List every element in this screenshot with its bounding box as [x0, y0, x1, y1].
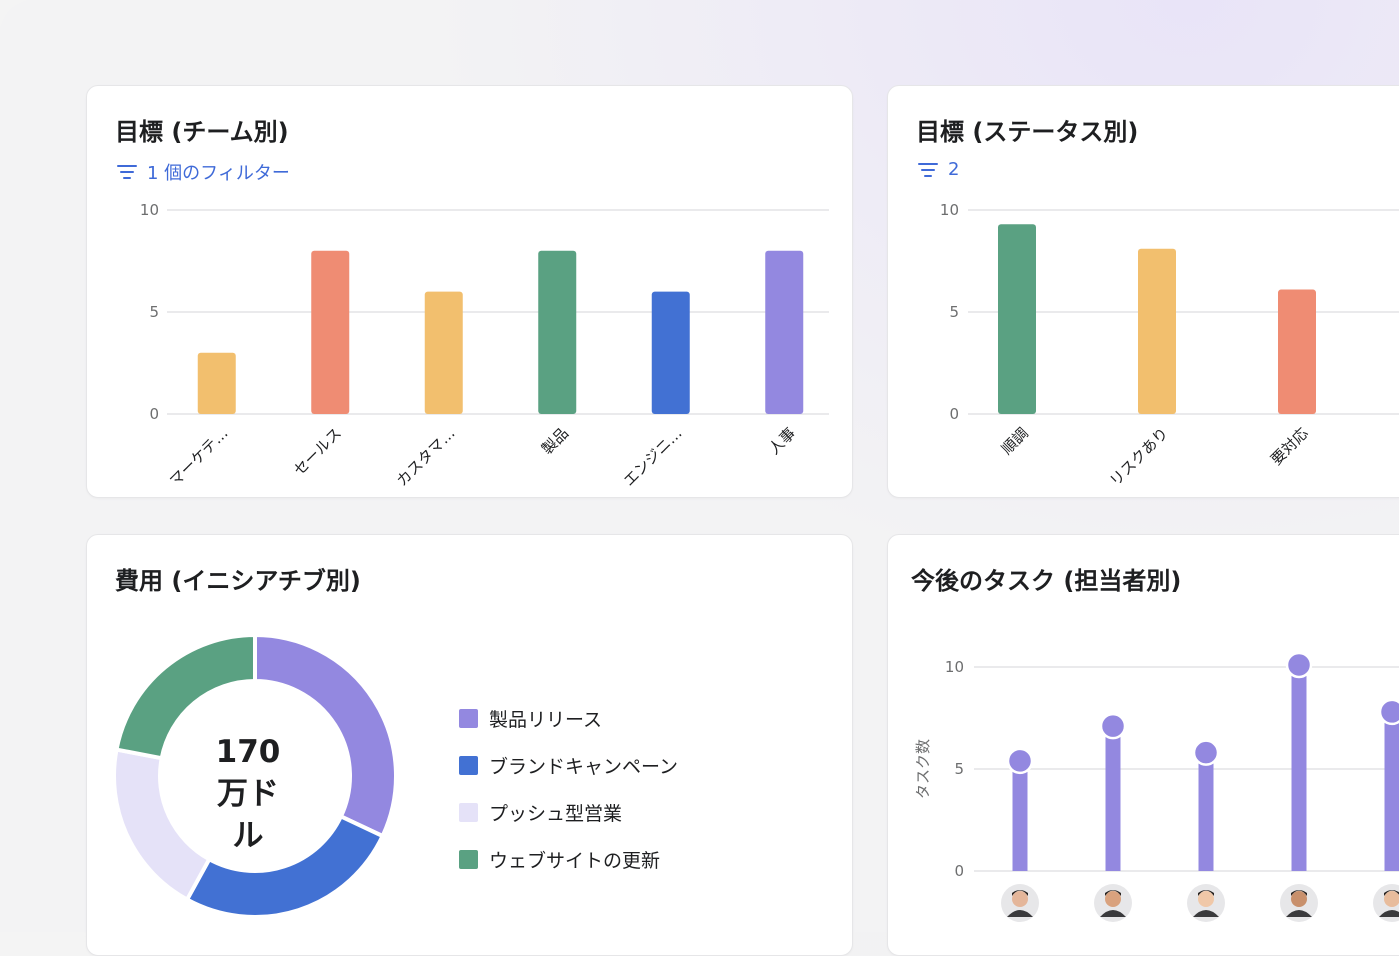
- bar: [311, 251, 349, 414]
- donut-center-value: 170: [203, 731, 293, 773]
- donut-center-label: 170 万ドル: [203, 731, 293, 857]
- y-tick-label: 5: [954, 760, 964, 778]
- avatar: [1094, 884, 1132, 922]
- y-tick-label: 0: [954, 862, 964, 880]
- bar: [198, 353, 236, 414]
- x-tick-label: カスタマ…: [393, 424, 459, 490]
- donut-center-unit: 万ドル: [203, 773, 293, 857]
- y-tick-label: 0: [949, 405, 959, 423]
- legend-item: 製品リリース: [459, 695, 678, 742]
- y-axis-label: タスク数: [914, 739, 932, 799]
- bar: [425, 292, 463, 414]
- donut-slice: [114, 750, 209, 900]
- donut-legend: 製品リリースブランドキャンペーンプッシュ型営業ウェブサイトの更新: [459, 695, 678, 883]
- legend-swatch: [459, 803, 478, 822]
- avatar: [1280, 884, 1318, 922]
- bar: [1385, 712, 1399, 871]
- card-title: 費用 (イニシアチブ別): [115, 561, 361, 596]
- bar: [765, 251, 803, 414]
- bar: [1292, 665, 1307, 871]
- bar: [538, 251, 576, 414]
- bar-end-dot: [1194, 741, 1218, 765]
- bar-end-dot: [1380, 700, 1399, 724]
- avatar: [1373, 884, 1399, 922]
- x-tick-label: マーケテ…: [166, 424, 232, 490]
- legend-swatch: [459, 756, 478, 775]
- x-tick-label: 製品: [538, 424, 572, 458]
- legend-swatch: [459, 850, 478, 869]
- bar: [1138, 249, 1176, 414]
- legend-item: ブランドキャンペーン: [459, 742, 678, 789]
- x-tick-label: セールス: [290, 424, 345, 479]
- y-tick-label: 10: [940, 201, 959, 219]
- legend-item: プッシュ型営業: [459, 789, 678, 836]
- bar: [652, 292, 690, 414]
- legend-label: ブランドキャンペーン: [489, 752, 678, 779]
- bar: [1013, 761, 1028, 871]
- bar: [1278, 290, 1316, 414]
- bar-end-dot: [1008, 749, 1032, 773]
- bar-end-dot: [1287, 653, 1311, 677]
- bar: [1106, 726, 1121, 871]
- avatar: [1187, 884, 1225, 922]
- cost-by-initiative-card: 費用 (イニシアチブ別) 170 万ドル 製品リリースブランドキャンペーンプッシ…: [86, 534, 853, 956]
- avatar: [1001, 884, 1039, 922]
- bar: [998, 224, 1036, 414]
- y-tick-label: 0: [149, 405, 159, 423]
- goals-by-team-chart: 0 5 10 マーケテ… セールスカスタマ… 製品 エンジニ… 人事: [87, 86, 852, 497]
- bar-end-dot: [1101, 714, 1125, 738]
- legend-label: ウェブサイトの更新: [489, 846, 660, 873]
- avatar-face: [1198, 891, 1214, 907]
- goals-by-status-chart: 0 5 10 順調 リスクあり 要対応: [888, 86, 1399, 497]
- y-tick-label: 10: [140, 201, 159, 219]
- tasks-by-assignee-chart: 0 5 10 タスク数: [888, 535, 1399, 955]
- bar: [1199, 753, 1214, 871]
- y-tick-label: 5: [949, 303, 959, 321]
- y-tick-label: 5: [149, 303, 159, 321]
- legend-item: ウェブサイトの更新: [459, 836, 678, 883]
- x-tick-label: 要対応: [1267, 424, 1312, 469]
- avatar-face: [1291, 891, 1307, 907]
- x-tick-label: 順調: [998, 424, 1032, 458]
- legend-label: 製品リリース: [489, 705, 602, 732]
- avatar-face: [1012, 891, 1028, 907]
- legend-swatch: [459, 709, 478, 728]
- y-tick-label: 10: [945, 658, 964, 676]
- legend-label: プッシュ型営業: [489, 799, 622, 826]
- x-tick-label: 人事: [765, 424, 799, 458]
- x-tick-label: リスクあり: [1106, 424, 1172, 490]
- x-tick-label: エンジニ…: [620, 424, 686, 490]
- avatar-face: [1105, 891, 1121, 907]
